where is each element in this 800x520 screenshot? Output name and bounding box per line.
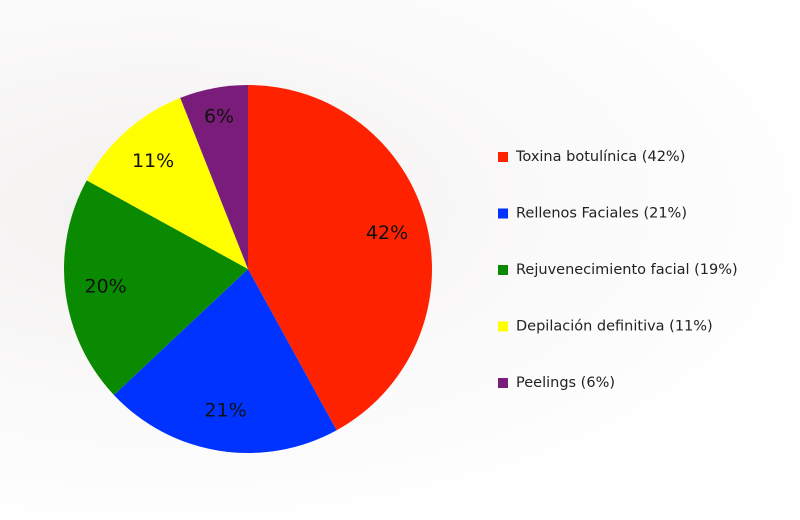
legend-swatch	[498, 321, 508, 332]
slice-label: 42%	[366, 222, 408, 244]
pie-slice	[64, 180, 249, 395]
slice-label: 11%	[132, 150, 174, 172]
pie-slice	[113, 269, 337, 453]
legend-text: Rellenos Faciales (21%)	[516, 206, 687, 222]
slice-label: 6%	[204, 106, 234, 128]
pie: 42% 21% 20% 11% 6%	[64, 85, 432, 453]
legend-text: Toxina botulínica (42%)	[515, 149, 685, 165]
legend-swatch	[498, 152, 508, 162]
pie-slice	[86, 97, 248, 269]
legend-swatch	[498, 208, 508, 219]
legend-text: Peelings (6%)	[516, 375, 615, 391]
slice-label: 21%	[204, 399, 246, 421]
legend: Toxina botulínica (42%) Rellenos Faciales…	[498, 149, 738, 391]
legend-swatch	[498, 265, 508, 275]
slice-label: 20%	[84, 275, 126, 297]
legend-text: Rejuvenecimiento facial (19%)	[516, 262, 738, 278]
legend-swatch	[498, 378, 508, 388]
legend-text: Depilación definitiva (11%)	[516, 319, 713, 335]
pie-slice	[248, 85, 432, 431]
pie-slice	[180, 85, 248, 269]
